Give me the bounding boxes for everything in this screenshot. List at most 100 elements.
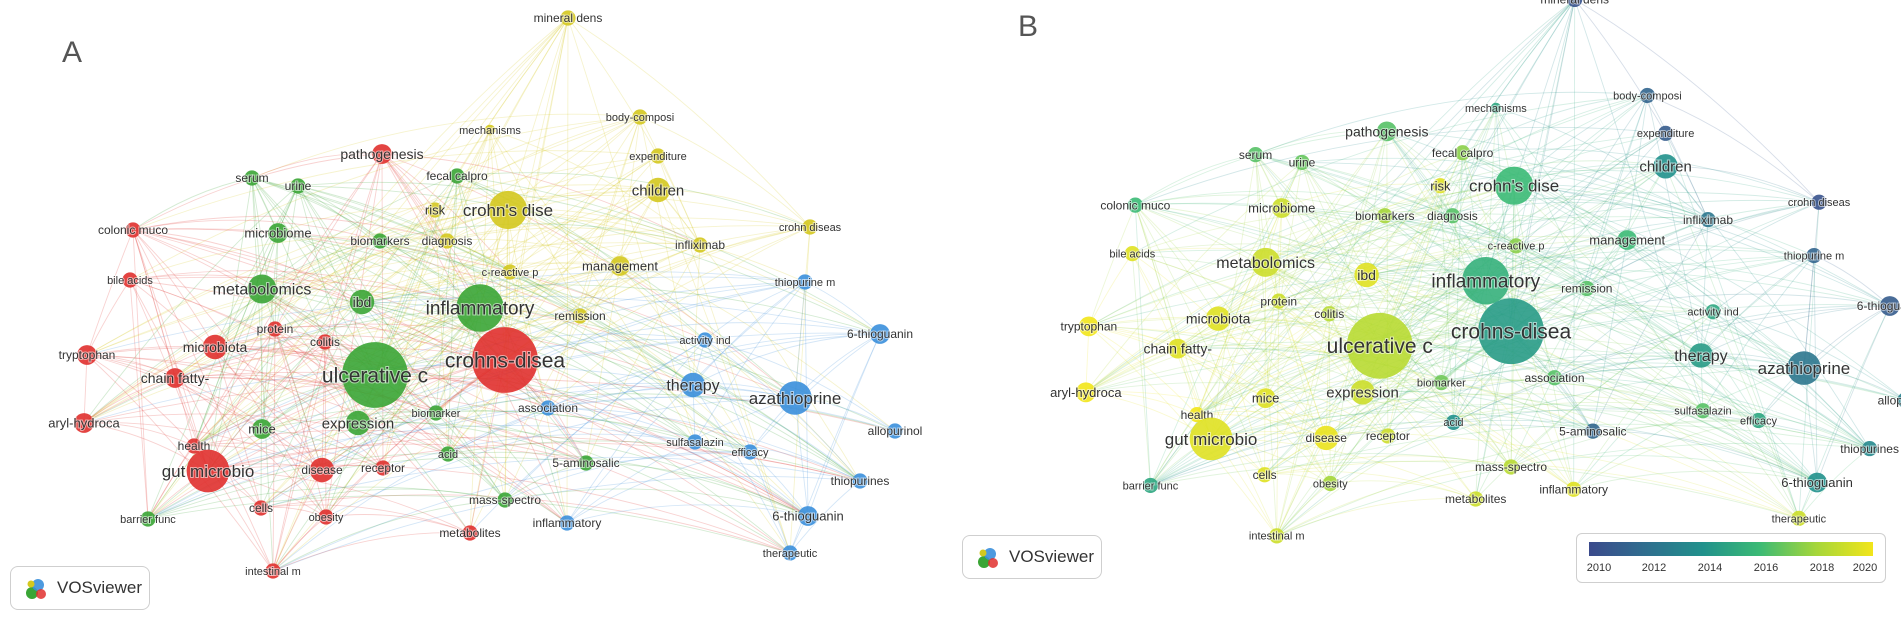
keyword-node-biomarkers[interactable]: [1377, 208, 1393, 224]
keyword-node-infliximab[interactable]: [692, 237, 708, 253]
keyword-node-6-thioguanin-1[interactable]: [870, 324, 890, 344]
keyword-node-urine[interactable]: [290, 178, 306, 194]
keyword-node-acid[interactable]: [1445, 414, 1462, 430]
keyword-node-allopurinol[interactable]: [887, 423, 903, 439]
keyword-node-protein[interactable]: [267, 321, 283, 337]
keyword-node-efficacy[interactable]: [1750, 412, 1767, 429]
keyword-node-chain-fatty[interactable]: [1167, 338, 1188, 359]
keyword-node-mechanisms[interactable]: [1490, 102, 1502, 114]
keyword-node-therapeutic[interactable]: [1791, 510, 1807, 527]
keyword-node-receptor[interactable]: [375, 460, 391, 476]
keyword-node-6-thioguanin-2[interactable]: [1807, 472, 1827, 493]
keyword-node-5-aminosalic[interactable]: [578, 455, 594, 471]
keyword-node-cells[interactable]: [253, 500, 269, 516]
keyword-node-therapeutic[interactable]: [782, 545, 798, 561]
keyword-node-crohns-dise[interactable]: [1494, 166, 1534, 205]
keyword-node-metabolomics[interactable]: [247, 274, 277, 304]
keyword-node-metabolomics[interactable]: [1251, 247, 1281, 277]
keyword-node-expression[interactable]: [1350, 380, 1375, 405]
keyword-node-inflammatory[interactable]: [1462, 257, 1510, 305]
keyword-node-crohn-diseas[interactable]: [802, 219, 818, 235]
keyword-node-management[interactable]: [1617, 230, 1638, 250]
keyword-node-association[interactable]: [1546, 370, 1563, 386]
keyword-node-chain-fatty[interactable]: [165, 368, 185, 388]
keyword-node-body-composi[interactable]: [1639, 87, 1655, 104]
keyword-node-acid[interactable]: [440, 446, 456, 462]
keyword-node-risk[interactable]: [427, 202, 443, 218]
keyword-node-colonic-muco[interactable]: [1127, 197, 1143, 213]
keyword-node-azathioprine[interactable]: [1787, 351, 1821, 385]
keyword-node-metabolites[interactable]: [1468, 491, 1484, 507]
keyword-node-urine[interactable]: [1294, 154, 1310, 171]
keyword-node-colonic-muco[interactable]: [125, 222, 141, 238]
keyword-node-microbiota[interactable]: [1205, 306, 1231, 331]
keyword-node-colitis[interactable]: [317, 334, 333, 350]
keyword-node-thiopurines[interactable]: [852, 473, 868, 489]
keyword-node-intestinal-m[interactable]: [265, 563, 281, 579]
keyword-node-biomarkers[interactable]: [372, 233, 388, 249]
keyword-node-6-thioguanin-2[interactable]: [798, 506, 818, 526]
keyword-node-efficacy[interactable]: [742, 444, 758, 460]
keyword-node-expenditure[interactable]: [650, 148, 666, 164]
keyword-node-mice[interactable]: [252, 419, 272, 439]
keyword-node-expenditure[interactable]: [1657, 125, 1674, 141]
keyword-node-inflammatory[interactable]: [456, 284, 504, 332]
keyword-node-association[interactable]: [540, 400, 556, 416]
keyword-node-activity-ind[interactable]: [697, 332, 713, 348]
keyword-node-children[interactable]: [645, 177, 671, 203]
keyword-node-barrier-func[interactable]: [140, 511, 156, 527]
keyword-node-biomarker[interactable]: [428, 405, 444, 421]
keyword-node-mechanisms[interactable]: [484, 124, 496, 136]
keyword-node-receptor[interactable]: [1380, 428, 1396, 444]
keyword-node-microbiota[interactable]: [202, 334, 228, 360]
keyword-node-c-reactive-p[interactable]: [502, 264, 518, 280]
keyword-node-serum[interactable]: [1247, 147, 1264, 163]
keyword-node-sulfasalazin[interactable]: [1695, 403, 1711, 419]
keyword-node-mineral-dens[interactable]: [560, 10, 576, 26]
keyword-node-microbiome[interactable]: [268, 223, 288, 243]
keyword-node-bile-acids[interactable]: [122, 272, 138, 288]
keyword-node-barrier-func[interactable]: [1142, 477, 1159, 494]
keyword-node-ulcerative-c[interactable]: [342, 342, 408, 408]
keyword-node-allopurinol[interactable]: [1897, 392, 1901, 407]
keyword-node-crohns-disea[interactable]: [1478, 298, 1544, 365]
keyword-node-crohns-disea[interactable]: [472, 327, 538, 393]
keyword-node-diagnosis[interactable]: [1444, 208, 1461, 224]
keyword-node-tryptophan[interactable]: [77, 345, 97, 365]
keyword-node-cells[interactable]: [1257, 467, 1273, 483]
keyword-node-biomarker[interactable]: [1433, 375, 1449, 391]
keyword-node-expression[interactable]: [345, 410, 371, 436]
keyword-node-mass-spectro[interactable]: [497, 492, 513, 508]
keyword-node-thiopurine-m[interactable]: [797, 274, 813, 290]
keyword-node-remission[interactable]: [572, 308, 588, 324]
keyword-node-body-composi[interactable]: [632, 109, 648, 125]
keyword-node-5-aminosalic[interactable]: [1585, 423, 1601, 439]
keyword-node-thiopurine-m[interactable]: [1806, 247, 1822, 264]
keyword-node-protein[interactable]: [1271, 293, 1287, 309]
keyword-node-disease[interactable]: [1314, 425, 1339, 451]
keyword-node-mice[interactable]: [1255, 388, 1276, 409]
keyword-node-ibd[interactable]: [1354, 262, 1379, 288]
keyword-node-fecal-calpro[interactable]: [449, 168, 465, 184]
keyword-node-remission[interactable]: [1579, 280, 1595, 297]
keyword-node-metabolites[interactable]: [462, 525, 478, 541]
keyword-node-ibd[interactable]: [349, 289, 375, 315]
keyword-node-management[interactable]: [610, 256, 630, 276]
keyword-node-obesity[interactable]: [1322, 475, 1338, 492]
keyword-node-gut-microbio[interactable]: [186, 449, 230, 493]
keyword-node-sulfasalazin[interactable]: [687, 434, 703, 450]
keyword-node-therapy[interactable]: [680, 372, 706, 398]
keyword-node-pathogenesis[interactable]: [372, 144, 392, 164]
keyword-node-microbiome[interactable]: [1271, 198, 1292, 218]
keyword-node-disease[interactable]: [309, 457, 335, 483]
keyword-node-serum[interactable]: [244, 170, 260, 186]
keyword-node-risk[interactable]: [1432, 178, 1448, 194]
keyword-node-therapy[interactable]: [1688, 343, 1714, 368]
keyword-node-inflammatory-2[interactable]: [559, 515, 575, 531]
keyword-node-mineral-dens[interactable]: [1567, 0, 1583, 8]
keyword-node-intestinal-m[interactable]: [1269, 528, 1285, 544]
keyword-node-aryl-hydroca[interactable]: [1075, 382, 1096, 403]
keyword-node-c-reactive-p[interactable]: [1508, 238, 1524, 254]
keyword-node-thiopurines[interactable]: [1862, 440, 1878, 457]
keyword-node-ulcerative-c[interactable]: [1346, 312, 1413, 379]
